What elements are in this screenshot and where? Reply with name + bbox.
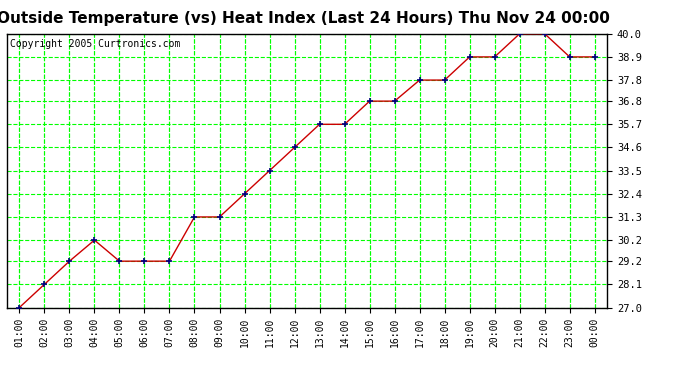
Text: Copyright 2005 Curtronics.com: Copyright 2005 Curtronics.com [10,39,180,49]
Text: Outside Temperature (vs) Heat Index (Last 24 Hours) Thu Nov 24 00:00: Outside Temperature (vs) Heat Index (Las… [0,11,610,26]
